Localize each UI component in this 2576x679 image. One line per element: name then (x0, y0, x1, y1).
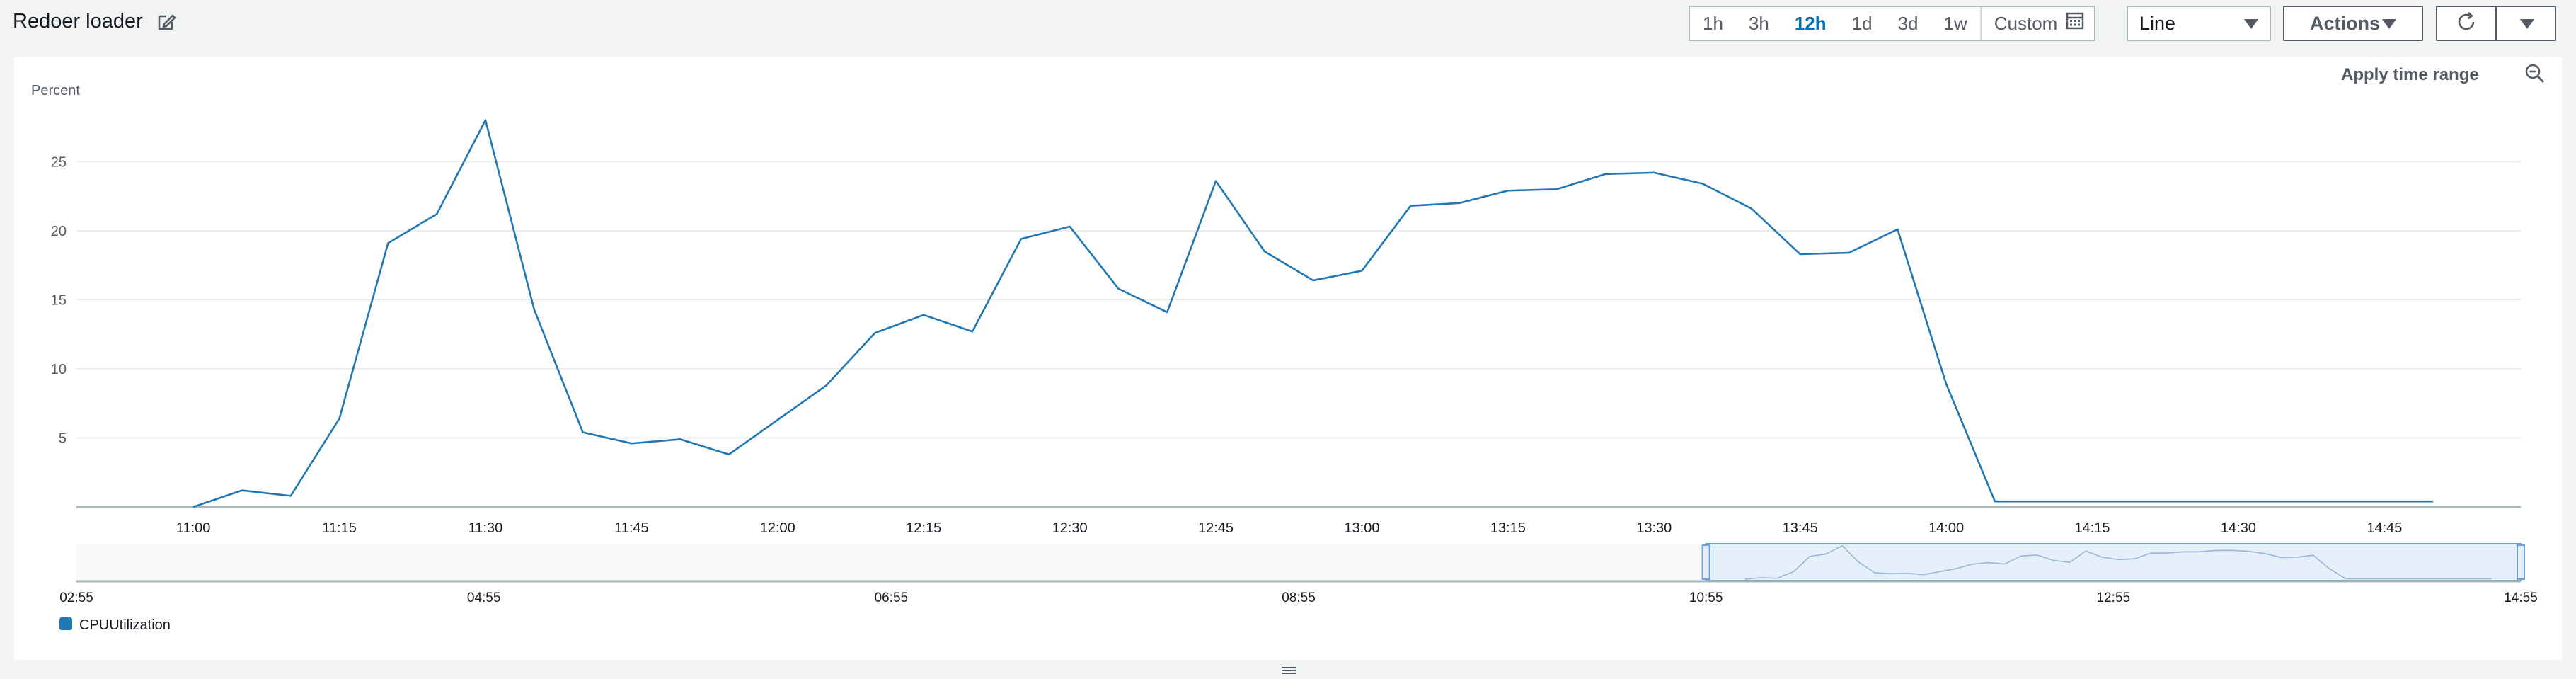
grid-lines (76, 161, 2521, 439)
range-3h[interactable]: 3h (1748, 13, 1769, 34)
chevron-down-icon (2520, 19, 2534, 29)
y-tick-label: 10 (51, 362, 67, 377)
x-tick-label: 14:30 (2221, 520, 2256, 536)
y-tick-label: 5 (59, 430, 67, 446)
overview-handle-right[interactable] (2517, 544, 2525, 580)
x-tick-label: 13:30 (1636, 520, 1672, 536)
overview-navigator: 02:55 04:55 06:55 08:55 10:55 12:55 14:55 (59, 543, 2538, 605)
x-tick-label: 11:30 (468, 520, 503, 536)
chart-type-select[interactable]: Line (2127, 6, 2271, 41)
overview-tick-label: 10:55 (1689, 590, 1723, 605)
x-tick-label: 11:00 (176, 520, 211, 536)
widget-title: Redoer loader (13, 10, 177, 33)
x-tick-labels: 11:00 11:15 11:30 11:45 12:00 12:15 12:30 12:45… (176, 520, 2403, 536)
dashboard-header: Redoer loader 1h 3h 12h 1d 3d 1w Custom (0, 0, 2576, 50)
x-tick-label: 11:15 (322, 520, 357, 536)
overview-tick-label: 04:55 (467, 590, 501, 605)
refresh-icon (2455, 11, 2478, 37)
x-tick-label: 13:15 (1490, 520, 1526, 536)
y-tick-labels: 5 10 15 20 25 (51, 154, 67, 446)
chevron-down-icon (2382, 19, 2396, 29)
calendar-icon (2066, 7, 2084, 40)
overview-tick-label: 14:55 (2504, 590, 2538, 605)
y-tick-label: 15 (51, 292, 67, 308)
legend-swatch[interactable] (59, 617, 72, 630)
x-tick-label: 14:00 (1928, 520, 1964, 536)
refresh-button[interactable] (2436, 6, 2497, 41)
x-tick-label: 14:15 (2074, 520, 2110, 536)
chart-type-value: Line (2139, 13, 2176, 34)
x-tick-label: 12:15 (906, 520, 941, 536)
edit-icon[interactable] (156, 11, 177, 33)
actions-label: Actions (2310, 13, 2381, 34)
range-1h[interactable]: 1h (1703, 13, 1723, 34)
x-tick-label: 12:00 (760, 520, 795, 536)
x-tick-label: 13:45 (1783, 520, 1818, 536)
overview-tick-label: 02:55 (59, 590, 93, 605)
overview-tick-label: 12:55 (2097, 590, 2131, 605)
range-custom-label: Custom (1994, 13, 2058, 34)
x-tick-label: 11:45 (614, 520, 649, 536)
range-custom[interactable]: Custom (1979, 7, 2095, 40)
overview-tick-label: 06:55 (875, 590, 909, 605)
series-lines (192, 119, 2434, 508)
legend-label[interactable]: CPUUtilization (79, 617, 171, 633)
overview-selection[interactable] (1705, 543, 2522, 581)
chevron-down-icon (2244, 19, 2258, 29)
refresh-options-button[interactable] (2495, 6, 2556, 41)
y-tick-label: 25 (51, 154, 67, 170)
overview-series-line (1744, 544, 2492, 580)
y-axis-label: Percent (31, 83, 80, 98)
range-1d[interactable]: 1d (1851, 13, 1873, 34)
y-tick-label: 20 (51, 224, 67, 239)
x-tick-label: 12:30 (1052, 520, 1088, 536)
overview-tick-label: 08:55 (1282, 590, 1316, 605)
widget-title-text: Redoer loader (13, 10, 143, 33)
actions-button[interactable]: Actions (2283, 6, 2423, 41)
zoom-out-icon[interactable] (2524, 62, 2546, 85)
range-3d[interactable]: 3d (1897, 13, 1919, 34)
overview-handle-left[interactable] (1701, 544, 1710, 580)
apply-time-range-button[interactable]: Apply time range (2341, 65, 2479, 84)
time-range-selector: 1h 3h 12h 1d 3d 1w Custom (1689, 6, 2096, 41)
legend: CPUUtilization (59, 617, 171, 633)
range-1w[interactable]: 1w (1943, 13, 1967, 34)
x-tick-label: 12:45 (1198, 520, 1234, 536)
resize-handle-icon[interactable] (1280, 666, 1298, 675)
x-tick-label: 14:45 (2367, 520, 2402, 536)
x-tick-label: 13:00 (1344, 520, 1379, 536)
series-line-CPUUtilization (192, 119, 2434, 508)
range-12h[interactable]: 12h (1794, 13, 1827, 34)
